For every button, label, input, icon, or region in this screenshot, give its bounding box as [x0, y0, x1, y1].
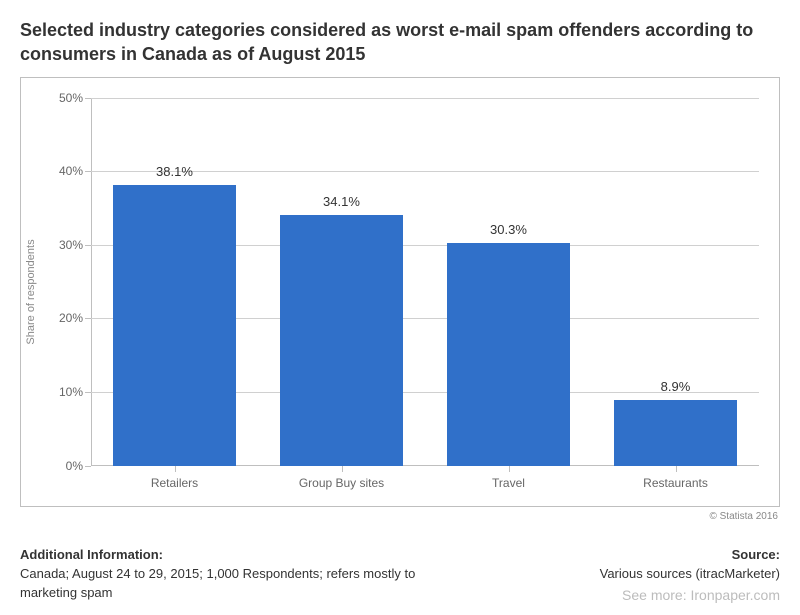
plot-area: 0%10%20%30%40%50%38.1%Retailers34.1%Grou…: [91, 98, 759, 466]
footer-left: Additional Information: Canada; August 2…: [20, 547, 450, 603]
bar: 38.1%: [113, 185, 237, 465]
see-more: See more: Ironpaper.com: [600, 587, 780, 603]
y-tick-label: 0%: [66, 459, 91, 473]
y-tick-label: 20%: [59, 311, 91, 325]
bar: 8.9%: [614, 400, 738, 466]
see-more-prefix: See more:: [622, 587, 690, 603]
x-tick-mark: [175, 466, 176, 472]
x-tick-mark: [509, 466, 510, 472]
x-tick-label: Restaurants: [643, 476, 708, 490]
x-tick-label: Travel: [492, 476, 525, 490]
x-tick-mark: [676, 466, 677, 472]
bar-slot: 38.1%: [91, 98, 258, 466]
bar: 30.3%: [447, 243, 571, 466]
y-tick-label: 10%: [59, 385, 91, 399]
source-heading: Source:: [600, 547, 780, 562]
x-tick-label: Group Buy sites: [299, 476, 384, 490]
bar-slot: 34.1%: [258, 98, 425, 466]
chart-frame: Share of respondents 0%10%20%30%40%50%38…: [20, 77, 780, 507]
additional-info-heading: Additional Information:: [20, 547, 450, 562]
see-more-link[interactable]: Ironpaper.com: [691, 587, 781, 603]
y-tick-label: 50%: [59, 91, 91, 105]
bar-slot: 30.3%: [425, 98, 592, 466]
chart-title: Selected industry categories considered …: [20, 18, 780, 67]
source-text: Various sources (itracMarketer): [600, 565, 780, 584]
chart-container: Selected industry categories considered …: [0, 0, 800, 615]
copyright-text: © Statista 2016: [709, 511, 778, 522]
bar-value-label: 38.1%: [156, 164, 193, 179]
footer-right: Source: Various sources (itracMarketer) …: [600, 547, 780, 603]
x-tick-mark: [342, 466, 343, 472]
additional-info-text: Canada; August 24 to 29, 2015; 1,000 Res…: [20, 565, 450, 603]
bar-value-label: 30.3%: [490, 222, 527, 237]
bar-value-label: 8.9%: [661, 379, 691, 394]
bar-value-label: 34.1%: [323, 194, 360, 209]
y-tick-label: 40%: [59, 164, 91, 178]
footer: Additional Information: Canada; August 2…: [20, 547, 780, 603]
bar-slot: 8.9%: [592, 98, 759, 466]
y-tick-label: 30%: [59, 238, 91, 252]
x-tick-label: Retailers: [151, 476, 198, 490]
bar: 34.1%: [280, 215, 404, 466]
y-axis-title: Share of respondents: [25, 239, 37, 344]
